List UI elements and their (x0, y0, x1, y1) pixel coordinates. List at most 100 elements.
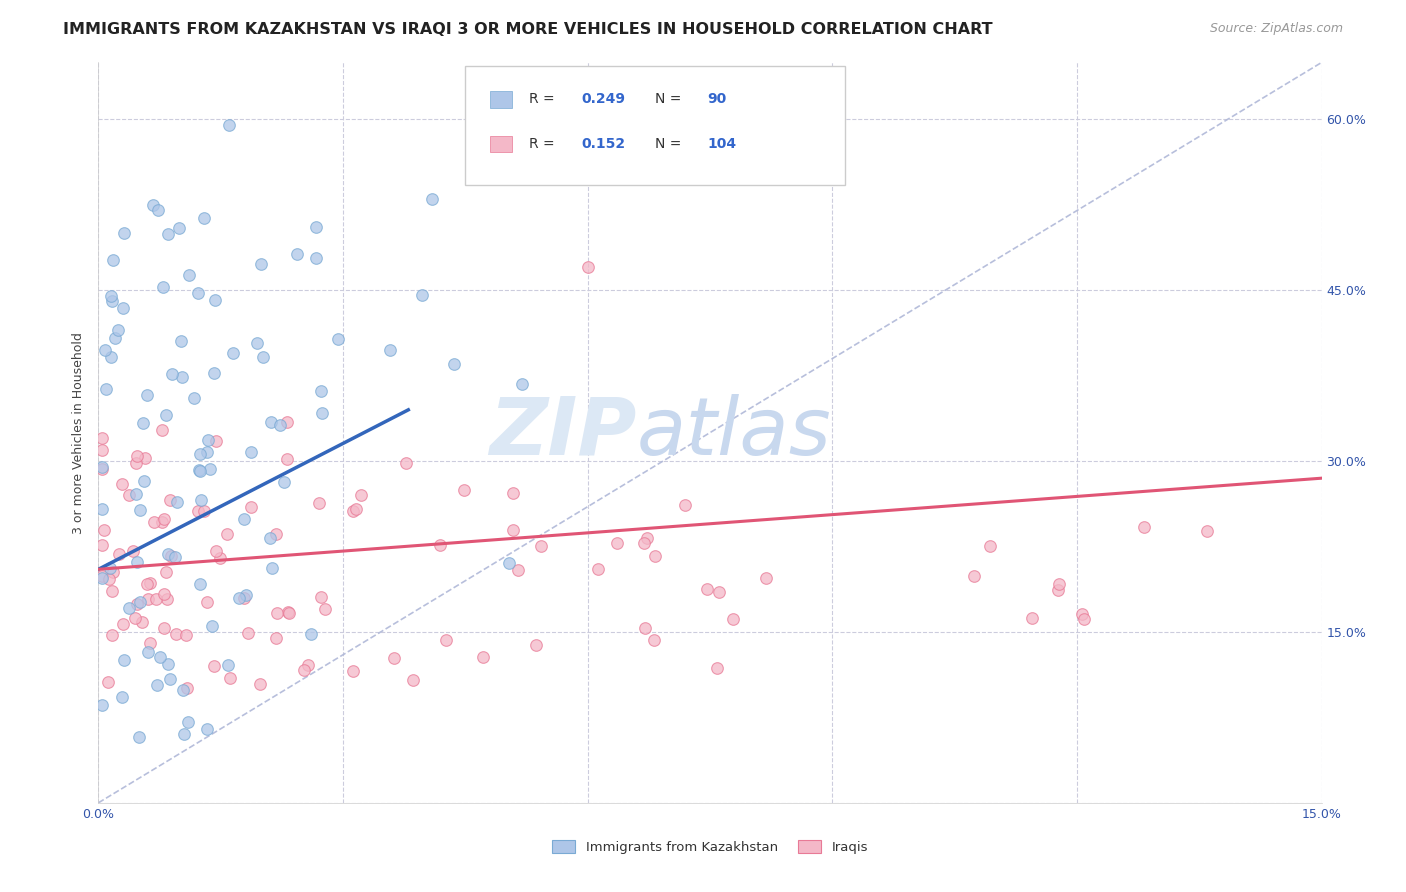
Point (112, 652, 135, 666)
Point (103, 330, 125, 344)
Point (202, 366, 225, 380)
Point (420, 192, 443, 206)
Point (103, 253, 125, 268)
Point (94, 382, 117, 396)
Point (136, 645, 159, 659)
Point (143, 515, 166, 529)
Text: 90: 90 (707, 93, 727, 106)
Point (395, 456, 418, 470)
Point (249, 676, 271, 690)
Text: 104: 104 (707, 136, 737, 151)
Point (285, 247, 308, 261)
Y-axis label: 3 or more Vehicles in Household: 3 or more Vehicles in Household (72, 332, 86, 533)
Point (1195, 524, 1218, 539)
Point (195, 595, 218, 609)
Point (219, 671, 242, 685)
Point (643, 632, 665, 647)
Point (453, 483, 475, 498)
Point (434, 633, 457, 648)
Point (217, 658, 239, 673)
Point (142, 198, 165, 212)
Point (673, 499, 696, 513)
Point (112, 226, 135, 240)
Point (177, 268, 200, 283)
Point (529, 539, 551, 553)
Point (721, 612, 744, 626)
Point (269, 417, 291, 432)
Point (155, 408, 177, 422)
Point (156, 227, 179, 242)
Point (350, 488, 373, 502)
Point (172, 683, 194, 698)
Point (221, 346, 243, 360)
Point (183, 391, 205, 405)
Point (233, 591, 256, 606)
Point (100, 289, 122, 303)
Point (273, 475, 295, 489)
Point (204, 543, 226, 558)
Point (508, 563, 530, 577)
Point (326, 332, 349, 346)
Point (160, 368, 183, 382)
Point (188, 464, 211, 478)
Text: R =: R = (529, 93, 560, 106)
Point (217, 526, 239, 541)
Point (103, 565, 125, 579)
Point (305, 220, 328, 235)
Point (145, 591, 167, 606)
Point (264, 527, 287, 541)
Point (91, 462, 114, 476)
Point (174, 628, 197, 642)
Text: atlas: atlas (637, 393, 831, 472)
Point (110, 690, 132, 704)
Point (311, 406, 333, 420)
Point (190, 446, 212, 460)
FancyBboxPatch shape (489, 136, 512, 152)
FancyBboxPatch shape (465, 66, 845, 185)
Point (252, 350, 274, 364)
Point (1047, 577, 1070, 591)
Point (292, 664, 315, 678)
Point (429, 538, 451, 552)
Point (156, 548, 179, 562)
Point (112, 616, 135, 631)
Point (118, 487, 141, 501)
Point (472, 650, 495, 665)
Point (636, 531, 658, 545)
Text: Source: ZipAtlas.com: Source: ZipAtlas.com (1209, 22, 1343, 36)
Point (314, 602, 336, 616)
Point (1132, 520, 1154, 534)
Point (93, 523, 115, 537)
Point (91, 571, 114, 585)
Point (633, 621, 655, 635)
Point (402, 673, 425, 687)
Point (380, 343, 402, 358)
Point (198, 462, 221, 476)
Text: R =: R = (529, 136, 560, 151)
Point (259, 531, 281, 545)
Point (170, 334, 193, 348)
Point (112, 301, 135, 315)
Point (344, 502, 367, 516)
Point (177, 714, 200, 729)
Point (155, 566, 177, 580)
Point (308, 496, 330, 510)
Point (276, 452, 298, 467)
Point (136, 388, 159, 402)
Point (146, 202, 169, 217)
Point (152, 279, 174, 293)
Point (150, 423, 173, 437)
Point (218, 118, 240, 132)
Point (100, 293, 122, 308)
Point (382, 651, 405, 665)
Point (91, 460, 114, 475)
Point (100, 350, 122, 364)
Point (696, 582, 718, 596)
Point (498, 556, 520, 570)
Point (118, 601, 141, 615)
Point (240, 445, 263, 459)
Point (208, 550, 231, 565)
Point (193, 211, 215, 226)
Point (173, 727, 195, 741)
Point (250, 257, 273, 271)
